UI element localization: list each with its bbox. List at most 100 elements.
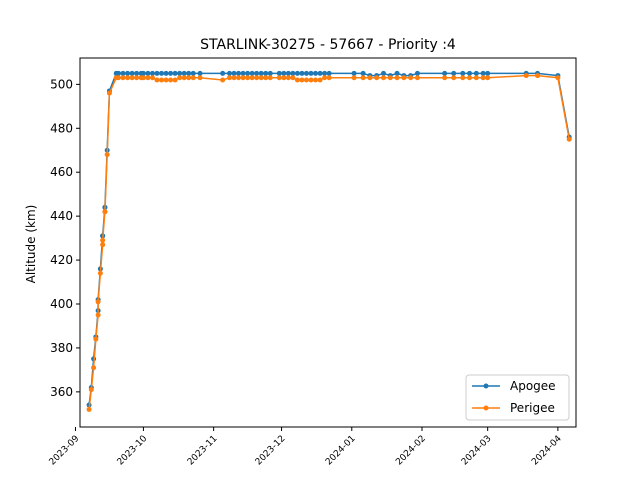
- data-point-perigee: [145, 75, 151, 81]
- data-point-perigee: [303, 77, 309, 83]
- data-point-perigee: [380, 75, 386, 81]
- data-point-perigee: [263, 75, 269, 81]
- data-point-apogee: [154, 70, 160, 76]
- series-apogee: [86, 70, 572, 408]
- data-point-apogee: [226, 70, 232, 76]
- data-point-perigee: [104, 152, 110, 158]
- series-layer: [86, 70, 572, 412]
- data-point-perigee: [408, 75, 414, 81]
- data-point-perigee: [100, 242, 106, 248]
- data-point-perigee: [360, 75, 366, 81]
- data-point-perigee: [120, 75, 126, 81]
- data-point-apogee: [145, 70, 151, 76]
- data-point-perigee: [254, 75, 260, 81]
- data-point-perigee: [387, 75, 393, 81]
- data-point-perigee: [566, 136, 572, 142]
- y-tick-label: 400: [50, 297, 73, 311]
- data-point-perigee: [129, 75, 135, 81]
- data-point-apogee: [285, 70, 291, 76]
- data-point-perigee: [367, 75, 373, 81]
- plot-frame: [79, 57, 577, 428]
- data-point-perigee: [186, 75, 192, 81]
- data-point-apogee: [351, 70, 357, 76]
- data-point-perigee: [290, 75, 296, 81]
- data-point-perigee: [240, 75, 246, 81]
- data-point-perigee: [154, 77, 160, 83]
- data-point-perigee: [281, 75, 287, 81]
- series-perigee: [86, 73, 572, 412]
- data-point-apogee: [267, 70, 273, 76]
- data-point-apogee: [254, 70, 260, 76]
- chart-title: STARLINK-30275 - 57667 - Priority :4: [200, 37, 456, 53]
- data-point-perigee: [285, 75, 291, 81]
- data-point-perigee: [276, 75, 282, 81]
- data-point-perigee: [555, 75, 561, 81]
- y-tick-label: 500: [50, 77, 73, 91]
- data-point-apogee: [485, 70, 491, 76]
- data-point-apogee: [281, 70, 287, 76]
- data-point-perigee: [97, 270, 103, 276]
- data-point-apogee: [299, 70, 305, 76]
- data-point-perigee: [134, 75, 140, 81]
- data-point-perigee: [480, 75, 486, 81]
- data-point-apogee: [163, 70, 169, 76]
- y-axis-label: Altitude (km): [24, 205, 38, 284]
- data-point-apogee: [240, 70, 246, 76]
- data-point-apogee: [140, 70, 146, 76]
- data-point-perigee: [313, 77, 319, 83]
- data-point-apogee: [414, 70, 420, 76]
- data-point-perigee: [460, 75, 466, 81]
- data-point-perigee: [168, 77, 174, 83]
- data-point-perigee: [116, 75, 122, 81]
- data-point-perigee: [102, 209, 108, 215]
- data-point-perigee: [91, 365, 97, 371]
- data-point-perigee: [100, 237, 106, 243]
- data-point-perigee: [197, 75, 203, 81]
- data-point-perigee: [294, 77, 300, 83]
- data-point-perigee: [317, 77, 323, 83]
- data-point-perigee: [236, 75, 242, 81]
- data-point-apogee: [276, 70, 282, 76]
- data-point-apogee: [290, 70, 296, 76]
- data-point-perigee: [467, 75, 473, 81]
- data-point-apogee: [186, 70, 192, 76]
- data-point-perigee: [258, 75, 264, 81]
- data-point-perigee: [326, 75, 332, 81]
- data-point-apogee: [308, 70, 314, 76]
- data-point-apogee: [120, 70, 126, 76]
- data-point-apogee: [149, 70, 155, 76]
- legend-marker-apogee: [483, 383, 489, 389]
- data-point-perigee: [308, 77, 314, 83]
- y-tick-label: 360: [50, 385, 73, 399]
- data-point-perigee: [159, 77, 165, 83]
- data-point-apogee: [220, 70, 226, 76]
- data-point-perigee: [140, 75, 146, 81]
- data-point-apogee: [177, 70, 183, 76]
- y-tick-label: 480: [50, 121, 73, 135]
- data-point-perigee: [249, 75, 255, 81]
- data-point-perigee: [442, 75, 448, 81]
- data-point-apogee: [303, 70, 309, 76]
- data-point-apogee: [451, 70, 457, 76]
- data-point-perigee: [401, 75, 407, 81]
- data-point-perigee: [220, 77, 226, 83]
- data-point-apogee: [249, 70, 255, 76]
- legend-label-perigee: Perigee: [510, 401, 555, 415]
- data-point-apogee: [263, 70, 269, 76]
- data-point-perigee: [163, 77, 169, 83]
- data-point-perigee: [394, 75, 400, 81]
- data-point-perigee: [451, 75, 457, 81]
- data-point-perigee: [473, 75, 479, 81]
- data-point-apogee: [258, 70, 264, 76]
- data-point-apogee: [360, 70, 366, 76]
- data-point-perigee: [414, 75, 420, 81]
- data-point-perigee: [299, 77, 305, 83]
- data-point-apogee: [294, 70, 300, 76]
- data-point-apogee: [480, 70, 486, 76]
- data-point-apogee: [181, 70, 187, 76]
- data-point-perigee: [95, 312, 101, 318]
- y-tick-label: 380: [50, 341, 73, 355]
- data-point-perigee: [322, 75, 328, 81]
- data-point-perigee: [125, 75, 131, 81]
